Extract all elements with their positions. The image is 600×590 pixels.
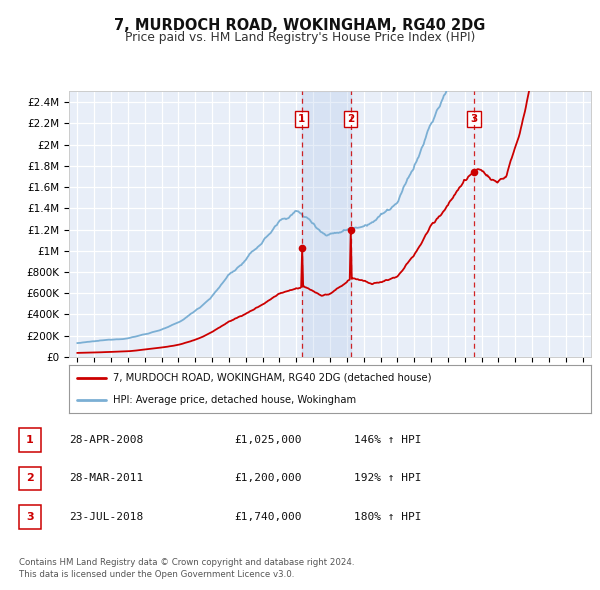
Text: 3: 3 [26, 512, 34, 522]
Text: Contains HM Land Registry data © Crown copyright and database right 2024.
This d: Contains HM Land Registry data © Crown c… [19, 558, 355, 579]
Text: 146% ↑ HPI: 146% ↑ HPI [354, 435, 421, 445]
Text: £1,740,000: £1,740,000 [234, 512, 302, 522]
Text: Price paid vs. HM Land Registry's House Price Index (HPI): Price paid vs. HM Land Registry's House … [125, 31, 475, 44]
Text: 7, MURDOCH ROAD, WOKINGHAM, RG40 2DG (detached house): 7, MURDOCH ROAD, WOKINGHAM, RG40 2DG (de… [113, 373, 432, 383]
Bar [302, 91, 351, 357]
Text: 192% ↑ HPI: 192% ↑ HPI [354, 474, 421, 483]
Text: 3: 3 [470, 114, 478, 124]
Text: 2: 2 [347, 114, 355, 124]
Text: £1,025,000: £1,025,000 [234, 435, 302, 445]
Text: 1: 1 [26, 435, 34, 445]
Text: 1: 1 [298, 114, 305, 124]
Text: HPI: Average price, detached house, Wokingham: HPI: Average price, detached house, Woki… [113, 395, 356, 405]
Text: 2: 2 [26, 474, 34, 483]
Text: 28-APR-2008: 28-APR-2008 [69, 435, 143, 445]
Text: 180% ↑ HPI: 180% ↑ HPI [354, 512, 421, 522]
Text: £1,200,000: £1,200,000 [234, 474, 302, 483]
Text: 7, MURDOCH ROAD, WOKINGHAM, RG40 2DG: 7, MURDOCH ROAD, WOKINGHAM, RG40 2DG [115, 18, 485, 32]
Text: 23-JUL-2018: 23-JUL-2018 [69, 512, 143, 522]
Text: 28-MAR-2011: 28-MAR-2011 [69, 474, 143, 483]
